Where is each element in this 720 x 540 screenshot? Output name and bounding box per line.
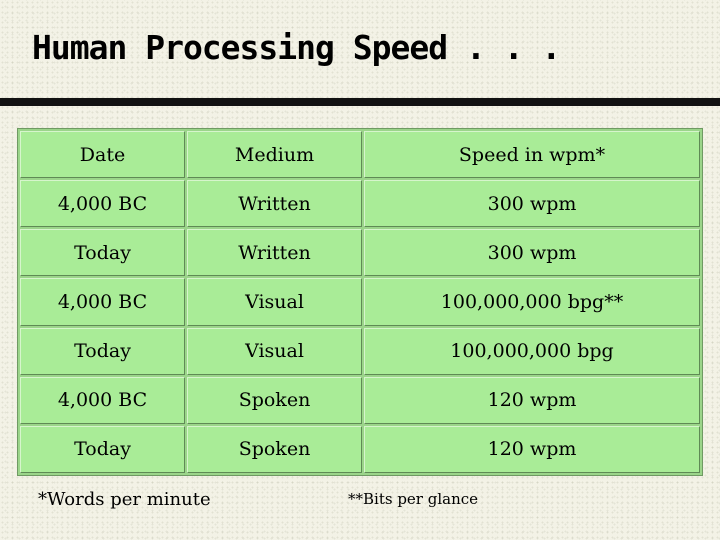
table-row: Today Spoken 120 wpm	[20, 425, 700, 473]
cell-medium: Written	[187, 229, 362, 277]
cell-speed: 300 wpm	[364, 180, 700, 228]
cell-medium: Written	[187, 180, 362, 228]
speed-table-container: Date Medium Speed in wpm* 4,000 BC Writt…	[17, 128, 703, 476]
header-speed: Speed in wpm*	[364, 131, 700, 179]
cell-speed: 100,000,000 bpg**	[364, 278, 700, 326]
table-row: Today Written 300 wpm	[20, 229, 700, 277]
title-divider	[0, 98, 720, 106]
table-row: 4,000 BC Visual 100,000,000 bpg**	[20, 278, 700, 326]
table-row: Today Visual 100,000,000 bpg	[20, 327, 700, 375]
slide-title: Human Processing Speed . . .	[32, 28, 561, 67]
speed-table: Date Medium Speed in wpm* 4,000 BC Writt…	[18, 129, 702, 475]
cell-medium: Visual	[187, 278, 362, 326]
cell-speed: 120 wpm	[364, 425, 700, 473]
cell-date: 4,000 BC	[20, 278, 185, 326]
cell-medium: Visual	[187, 327, 362, 375]
cell-date: Today	[20, 327, 185, 375]
cell-date: Today	[20, 425, 185, 473]
table-header-row: Date Medium Speed in wpm*	[20, 131, 700, 179]
cell-date: 4,000 BC	[20, 180, 185, 228]
table-row: 4,000 BC Spoken 120 wpm	[20, 376, 700, 424]
cell-speed: 100,000,000 bpg	[364, 327, 700, 375]
footnote-bits-per-glance: **Bits per glance	[348, 490, 479, 508]
cell-medium: Spoken	[187, 376, 362, 424]
cell-date: Today	[20, 229, 185, 277]
footnote-words-per-minute: *Words per minute	[38, 489, 211, 510]
table-row: 4,000 BC Written 300 wpm	[20, 180, 700, 228]
cell-medium: Spoken	[187, 425, 362, 473]
header-date: Date	[20, 131, 185, 179]
cell-date: 4,000 BC	[20, 376, 185, 424]
cell-speed: 120 wpm	[364, 376, 700, 424]
cell-speed: 300 wpm	[364, 229, 700, 277]
header-medium: Medium	[187, 131, 362, 179]
